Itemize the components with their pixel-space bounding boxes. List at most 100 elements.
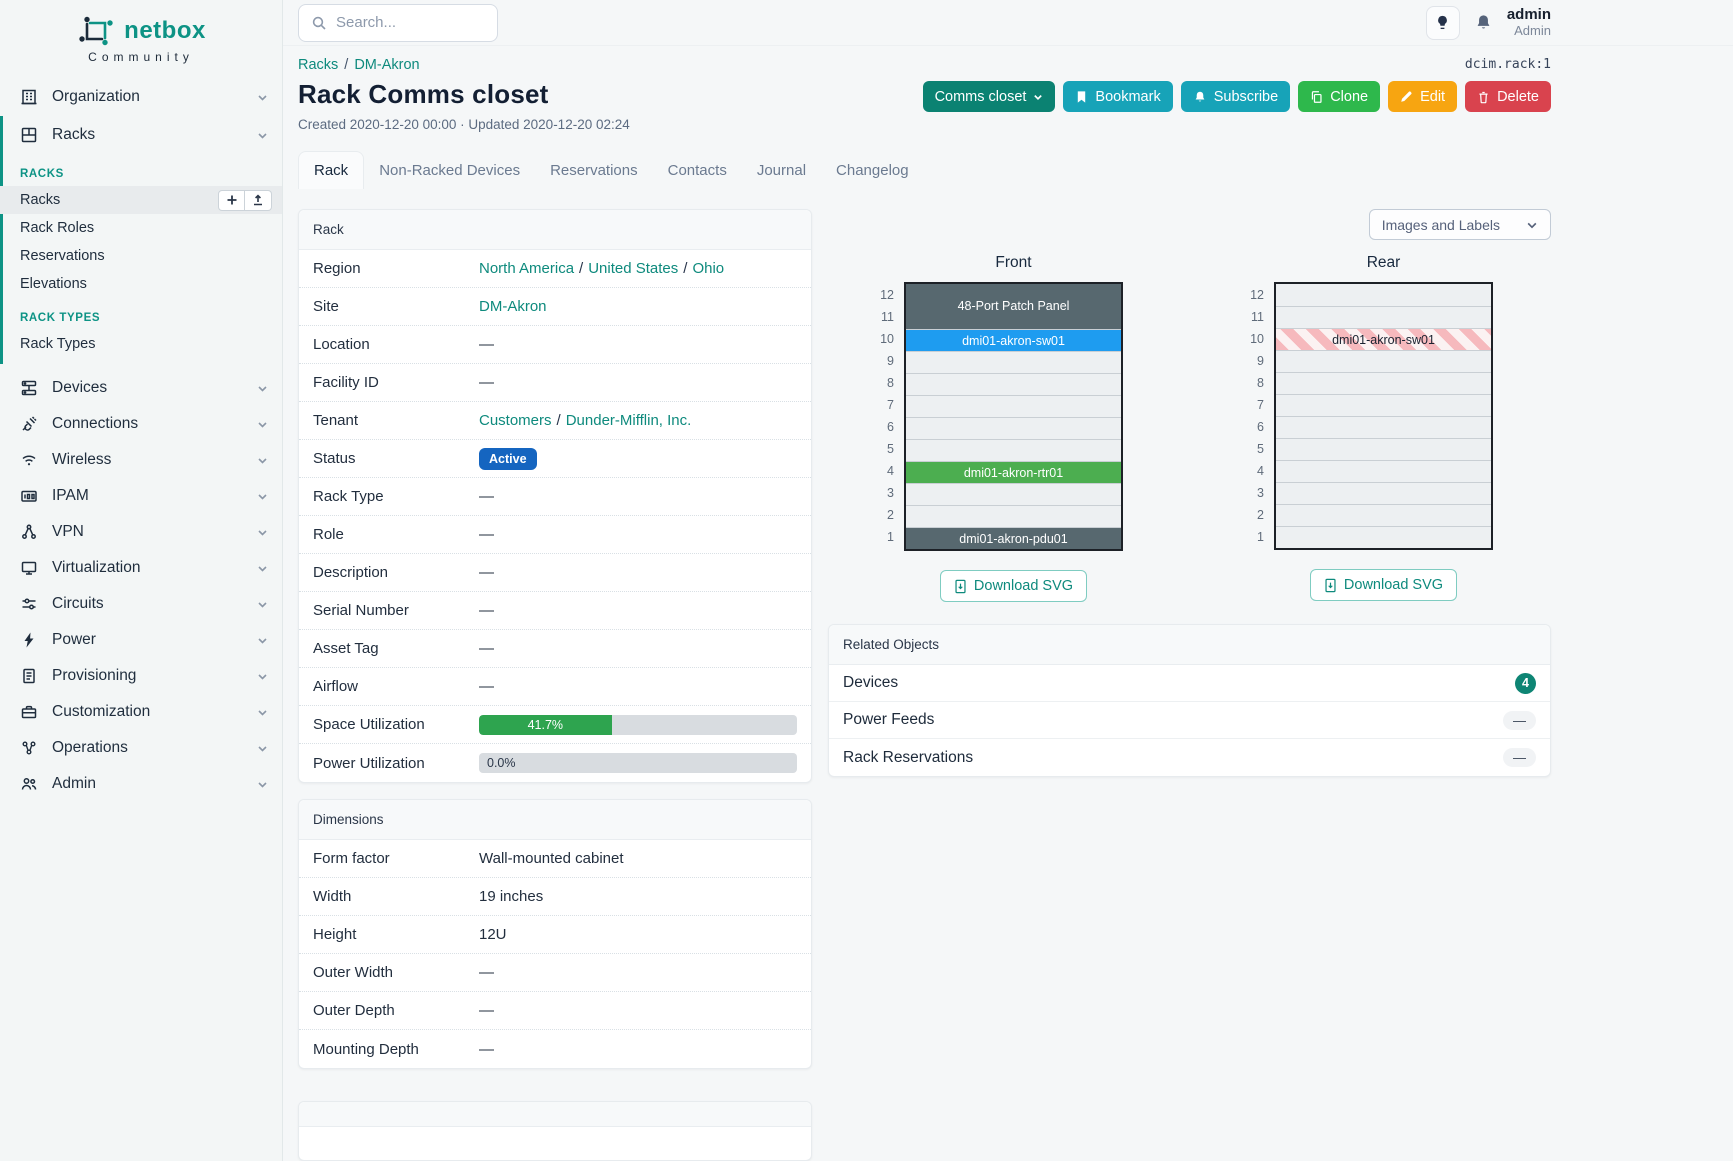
rack-unit-empty[interactable] xyxy=(1276,372,1491,394)
bookmark-button[interactable]: Bookmark xyxy=(1063,81,1173,112)
theme-toggle-button[interactable] xyxy=(1425,5,1460,40)
topbar: admin Admin xyxy=(283,0,1733,46)
tenant-link[interactable]: Dunder-Mifflin, Inc. xyxy=(565,412,692,429)
rack-panel: Rack Region North America / United States /… xyxy=(298,209,812,783)
rack-unit-empty[interactable] xyxy=(1276,460,1491,482)
sidebar-item-operations[interactable]: Operations xyxy=(0,730,282,766)
rear-elevation-title: Rear xyxy=(1366,254,1401,271)
brand[interactable]: netbox Community xyxy=(0,10,282,78)
attr-site: Site DM-Akron xyxy=(299,288,811,326)
sidebar-item-label: VPN xyxy=(52,523,84,540)
sidebar-item-vpn[interactable]: VPN xyxy=(0,514,282,550)
rack-unit-device[interactable]: dmi01-akron-pdu01 xyxy=(906,527,1121,549)
sidebar-item-reservations[interactable]: Reservations xyxy=(0,242,282,270)
sidebar-item-rack-types[interactable]: Rack Types xyxy=(0,330,282,358)
sidebar-item-organization[interactable]: Organization xyxy=(0,78,282,116)
sidebar-item-wireless[interactable]: Wireless xyxy=(0,442,282,478)
rack-unit-empty[interactable] xyxy=(1276,438,1491,460)
add-rack-button[interactable] xyxy=(218,189,245,211)
breadcrumb-site[interactable]: DM-Akron xyxy=(354,57,420,73)
rack-unit-empty[interactable] xyxy=(906,373,1121,395)
sidebar-item-label: Devices xyxy=(52,379,108,396)
rack-icon xyxy=(20,126,38,144)
rack-unit-empty[interactable] xyxy=(1276,416,1491,438)
search-input[interactable] xyxy=(336,14,476,31)
sidebar-item-power[interactable]: Power xyxy=(0,622,282,658)
region-link[interactable]: North America xyxy=(479,260,575,277)
tab-non-racked-devices[interactable]: Non-Racked Devices xyxy=(379,162,521,179)
rack-unit-empty[interactable] xyxy=(906,417,1121,439)
rack-unit-empty[interactable] xyxy=(1276,504,1491,526)
sidebar-item-connections[interactable]: Connections xyxy=(0,406,282,442)
sidebar-item-devices[interactable]: Devices xyxy=(0,370,282,406)
tab-rack[interactable]: Rack xyxy=(298,151,365,189)
attr-location: Location — xyxy=(299,326,811,364)
sidebar-item-admin[interactable]: Admin xyxy=(0,766,282,802)
sidebar-item-label: Organization xyxy=(52,88,140,105)
clone-button[interactable]: Clone xyxy=(1298,81,1381,112)
sidebar-item-customization[interactable]: Customization xyxy=(0,694,282,730)
rack-unit-empty[interactable] xyxy=(906,483,1121,505)
rack-unit-device[interactable]: 48-Port Patch Panel xyxy=(906,284,1121,329)
sidebar-item-virtualization[interactable]: Virtualization xyxy=(0,550,282,586)
related-devices-row[interactable]: Devices 4 xyxy=(829,665,1550,702)
rack-unit-empty[interactable] xyxy=(1276,394,1491,416)
rack-unit-device[interactable]: dmi01-akron-rtr01 xyxy=(906,461,1121,483)
rear-rack-diagram: dmi01-akron-sw01 xyxy=(1274,282,1493,550)
page-meta: Created 2020-12-20 00:00 · Updated 2020-… xyxy=(298,117,630,132)
edit-button[interactable]: Edit xyxy=(1388,81,1458,112)
tenant-group-link[interactable]: Customers xyxy=(479,412,552,429)
delete-button[interactable]: Delete xyxy=(1465,81,1551,112)
sidebar-item-elevations[interactable]: Elevations xyxy=(0,270,282,298)
tab-changelog[interactable]: Changelog xyxy=(836,162,909,179)
rename-dropdown-button[interactable]: Comms closet xyxy=(922,81,1056,112)
front-unit-numbers: 12 11 10 9 8 7 6 5 4 3 2 1 xyxy=(880,288,894,544)
sidebar-item-ipam[interactable]: IPAM xyxy=(0,478,282,514)
rack-unit-empty[interactable] xyxy=(906,351,1121,373)
download-svg-front-button[interactable]: Download SVG xyxy=(939,570,1088,602)
rack-unit-device-rear-face[interactable]: dmi01-akron-sw01 xyxy=(1276,328,1491,350)
region-link[interactable]: Ohio xyxy=(692,260,725,277)
elevation-display-select[interactable]: Images and Labels xyxy=(1368,209,1551,240)
related-rack-reservations-row[interactable]: Rack Reservations — xyxy=(829,739,1550,776)
sidebar-item-racks-group[interactable]: Racks xyxy=(0,116,282,154)
tab-contacts[interactable]: Contacts xyxy=(667,162,727,179)
sidebar-item-label: Virtualization xyxy=(52,559,141,576)
sidebar-item-circuits[interactable]: Circuits xyxy=(0,586,282,622)
rack-unit-empty[interactable] xyxy=(1276,284,1491,306)
rack-unit-empty[interactable] xyxy=(906,439,1121,461)
tab-journal[interactable]: Journal xyxy=(756,162,807,179)
breadcrumb-racks[interactable]: Racks xyxy=(298,57,339,73)
chevron-down-icon xyxy=(257,599,268,610)
rack-unit-empty[interactable] xyxy=(906,395,1121,417)
tab-reservations[interactable]: Reservations xyxy=(550,162,638,179)
attr-rack-type: Rack Type — xyxy=(299,478,811,516)
rack-unit-empty[interactable] xyxy=(1276,350,1491,372)
rack-reservations-count-badge: — xyxy=(1503,748,1536,767)
rack-unit-device[interactable]: dmi01-akron-sw01 xyxy=(906,329,1121,351)
related-power-feeds-row[interactable]: Power Feeds — xyxy=(829,702,1550,739)
site-link[interactable]: DM-Akron xyxy=(479,298,547,315)
sidebar-item-provisioning[interactable]: Provisioning xyxy=(0,658,282,694)
rack-unit-empty[interactable] xyxy=(1276,306,1491,328)
global-search[interactable] xyxy=(298,3,498,42)
operations-icon xyxy=(20,739,38,757)
import-racks-button[interactable] xyxy=(245,189,272,211)
notifications-button[interactable] xyxy=(1474,13,1493,32)
rack-unit-empty[interactable] xyxy=(1276,482,1491,504)
sidebar-item-racks[interactable]: Racks xyxy=(0,186,282,214)
attr-facility-id: Facility ID — xyxy=(299,364,811,402)
front-elevation-title: Front xyxy=(995,254,1032,271)
download-svg-rear-button[interactable]: Download SVG xyxy=(1309,569,1458,601)
power-utilization-bar: 0.0% xyxy=(479,753,797,773)
users-icon xyxy=(20,775,38,793)
region-link[interactable]: United States xyxy=(588,260,679,277)
vpn-icon xyxy=(20,523,38,541)
sidebar-item-rack-roles[interactable]: Rack Roles xyxy=(0,214,282,242)
subscribe-button[interactable]: Subscribe xyxy=(1180,81,1291,112)
rack-unit-empty[interactable] xyxy=(906,505,1121,527)
rack-unit-empty[interactable] xyxy=(1276,526,1491,548)
user-menu[interactable]: admin Admin xyxy=(1507,6,1551,38)
sidebar-item-label: Rack Roles xyxy=(20,220,95,236)
chevron-down-icon xyxy=(257,383,268,394)
